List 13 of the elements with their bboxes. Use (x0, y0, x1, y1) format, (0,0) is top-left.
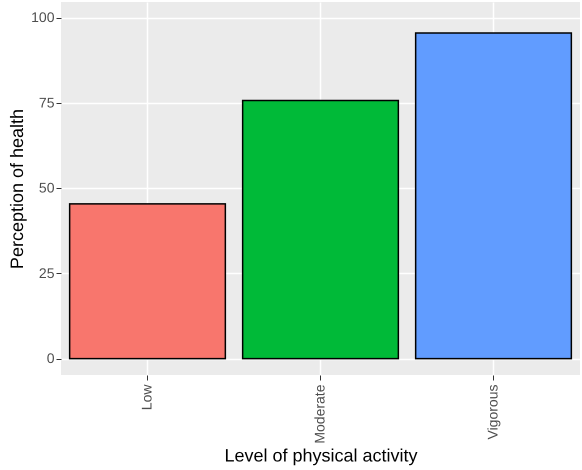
x-tick-label: Low (138, 384, 154, 410)
x-tick-label: Moderate (312, 384, 328, 444)
y-tick-label: 50 (38, 180, 55, 196)
y-axis-title: Perception of health (7, 108, 28, 270)
y-tick-label: 75 (38, 94, 55, 110)
x-tick-label: Vigorous (484, 384, 500, 440)
x-axis-title: Level of physical activity (224, 446, 418, 466)
bar (242, 100, 400, 360)
y-tick-label: 0 (46, 350, 55, 366)
bar (414, 32, 572, 360)
y-tick-label: 25 (38, 264, 55, 281)
bar (68, 203, 226, 360)
y-tick-label: 100 (31, 9, 55, 26)
